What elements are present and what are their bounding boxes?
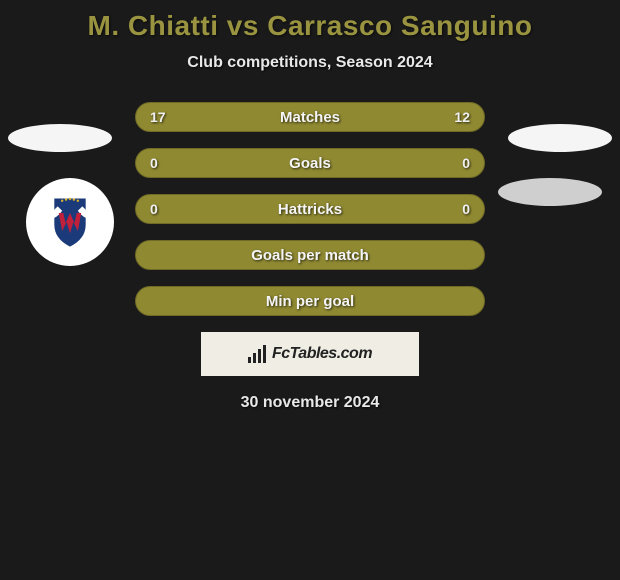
stat-row-matches: 17 Matches 12 bbox=[135, 102, 485, 132]
stats-area: 17 Matches 12 0 Goals 0 0 Hattricks 0 Go… bbox=[0, 102, 620, 412]
stat-label: Goals per match bbox=[251, 247, 369, 264]
snapshot-date: 30 november 2024 bbox=[10, 394, 610, 412]
stat-row-goals: 0 Goals 0 bbox=[135, 148, 485, 178]
page-title: M. Chiatti vs Carrasco Sanguino bbox=[0, 10, 620, 42]
stat-right-value: 12 bbox=[446, 109, 470, 125]
comparison-widget: M. Chiatti vs Carrasco Sanguino Club com… bbox=[0, 0, 620, 580]
subtitle: Club competitions, Season 2024 bbox=[0, 54, 620, 72]
stat-row-hattricks: 0 Hattricks 0 bbox=[135, 194, 485, 224]
stat-left-value: 0 bbox=[150, 201, 174, 217]
stat-bars: 17 Matches 12 0 Goals 0 0 Hattricks 0 Go… bbox=[135, 102, 485, 316]
stat-row-min-per-goal: Min per goal bbox=[135, 286, 485, 316]
stat-right-value: 0 bbox=[446, 201, 470, 217]
stat-label: Goals bbox=[289, 155, 331, 172]
stat-row-goals-per-match: Goals per match bbox=[135, 240, 485, 270]
stat-left-value: 17 bbox=[150, 109, 174, 125]
brand-footer: FcTables.com bbox=[201, 332, 419, 376]
bar-chart-icon bbox=[248, 345, 266, 363]
stat-label: Matches bbox=[280, 109, 340, 126]
brand-name: FcTables.com bbox=[272, 345, 372, 363]
stat-right-value: 0 bbox=[446, 155, 470, 171]
stat-label: Min per goal bbox=[266, 293, 354, 310]
stat-left-value: 0 bbox=[150, 155, 174, 171]
stat-label: Hattricks bbox=[278, 201, 342, 218]
